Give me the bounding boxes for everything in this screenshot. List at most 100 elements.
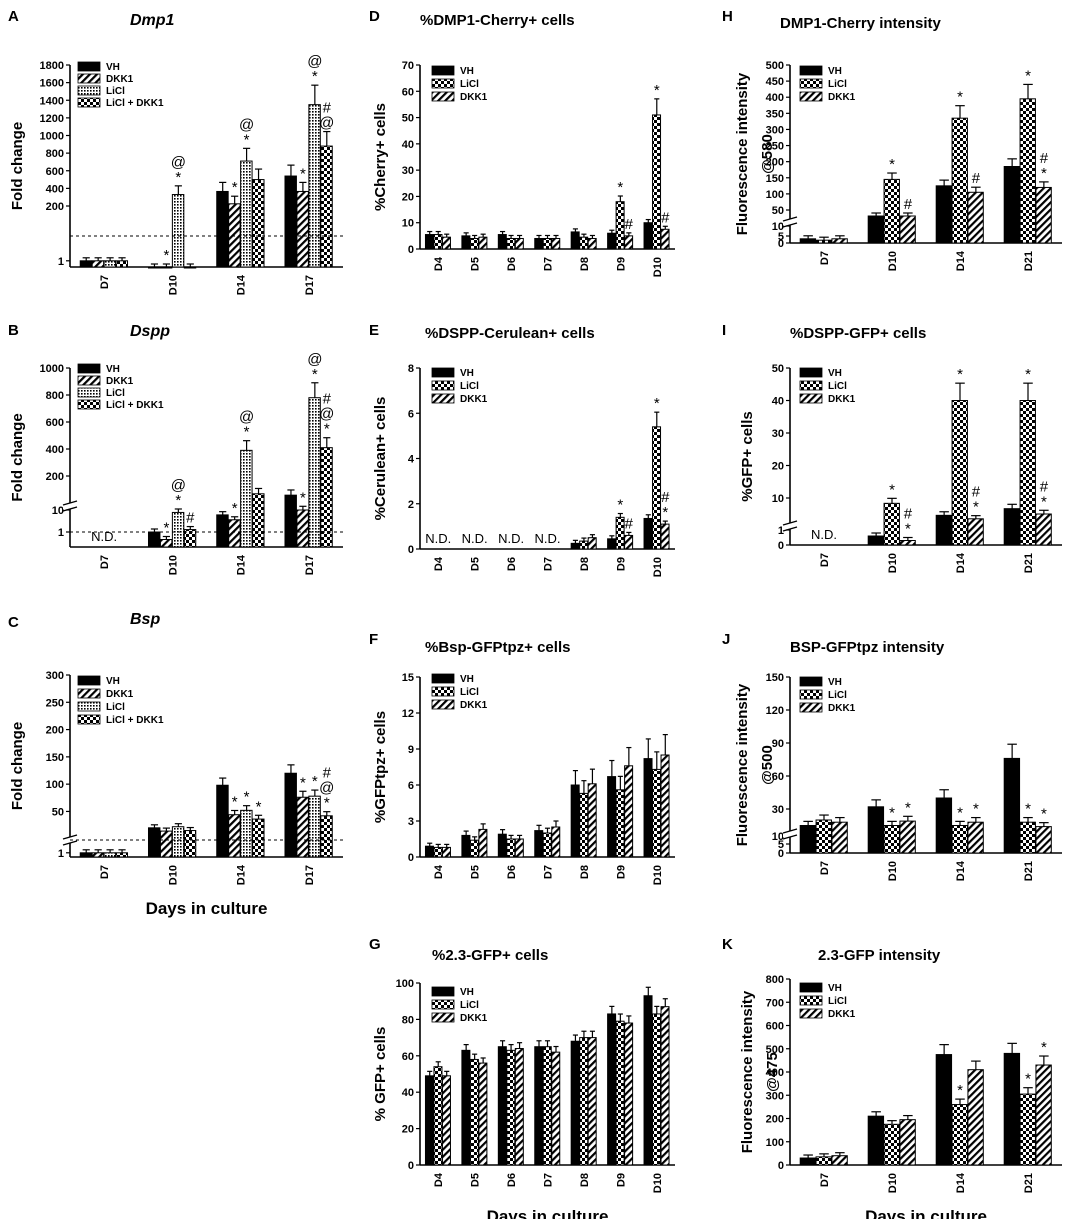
legend-label: VH [828,66,842,77]
y-tick-label: 0 [408,1160,414,1172]
y-tick-label: 0 [408,544,414,556]
x-tick-label: D6 [506,1173,518,1187]
y-tick-label: 600 [46,166,64,178]
y-tick-label: 120 [766,705,784,717]
x-tick-label: D10 [652,1173,664,1193]
bar [478,1062,488,1166]
significance-mark: * [654,82,660,99]
x-tick-label: D10 [652,257,664,277]
chart-title: %DMP1-Cherry+ cells [420,12,575,29]
bar [867,1115,885,1166]
y-tick-label: 150 [766,672,784,684]
bar [433,234,443,250]
y-tick-label: 10 [772,831,784,843]
legend-label: LiCl + DKK1 [106,400,164,411]
legend-swatch [799,676,823,687]
chart-title: %2.3-GFP+ cells [432,947,548,964]
x-tick-label: D4 [433,864,445,879]
x-tick-label: D9 [615,865,627,879]
bar [570,1040,580,1166]
legend-swatch [799,91,823,102]
bar [570,231,580,250]
legend-swatch [799,982,823,993]
significance-mark: @ [239,116,254,133]
bar [240,160,253,268]
y-tick-label: 200 [46,725,64,737]
bar [1035,1064,1052,1166]
y-tick-label: 40 [402,1087,414,1099]
x-tick-label: D4 [433,1172,445,1187]
bar [284,494,297,548]
significance-mark: * [889,156,895,173]
bar [643,995,653,1166]
y-tick-label: 450 [766,76,784,88]
bar [441,1075,451,1166]
bar [660,228,670,250]
bar [320,145,333,268]
y-axis-label-unit: @500 [759,745,776,785]
y-tick-label: 0 [778,540,784,552]
y-axis-label: Fold change [9,722,26,810]
y-axis-label: Fluorescence intensity [734,72,751,235]
panel-label-i: I [722,322,726,339]
x-tick-label: D7 [819,861,831,875]
x-tick-label: D10 [887,553,899,573]
panel-e: E %DSPP-Cerulean+ cells %Cerulean+ cells 0 2… [369,322,675,577]
legend-swatch [77,73,101,84]
bar [514,1048,524,1166]
chart-title: DMP1-Cherry intensity [780,15,942,32]
legend-swatch [799,689,823,700]
x-tick-label: D5 [470,1173,482,1187]
legend-label: LiCl + DKK1 [106,715,164,726]
bar [79,852,93,858]
legend-swatch [799,367,823,378]
x-tick-label: D21 [1023,1173,1035,1193]
x-tick-label: D17 [304,865,316,885]
significance-mark: * [617,497,623,514]
bar [607,1013,617,1166]
significance-mark: * [889,481,895,498]
bar [320,815,333,858]
y-tick-label: 500 [766,60,784,72]
significance-mark: * [973,499,979,516]
bar [103,260,117,268]
legend-label: LiCl [828,79,847,90]
y-tick-label: 1600 [40,78,64,90]
bar [296,509,309,548]
significance-mark: * [300,165,306,182]
legend-swatch [77,375,101,386]
y-tick-label: 1200 [40,113,64,125]
significance-mark: # [625,216,634,233]
legend-swatch [799,702,823,713]
y-tick-label: 400 [46,183,64,195]
legend-label: LiCl [828,381,847,392]
bar [570,784,580,858]
x-tick-label: D6 [506,257,518,271]
y-tick-label: 0 [408,852,414,864]
y-tick-label: 800 [46,390,64,402]
chart-title: Dmp1 [130,12,175,29]
legend-swatch [799,1008,823,1019]
panel-h: H DMP1-Cherry intensity Fluorescence inten… [722,8,1062,271]
bar [1019,821,1036,854]
bar [652,114,662,250]
significance-mark: * [973,801,979,818]
y-axis-label: Fluorescence intensity [739,990,756,1153]
x-tick-label: D21 [1023,553,1035,573]
bar [542,832,552,858]
bar [652,768,662,858]
bar [607,776,617,858]
bar [615,201,625,250]
legend-label: LiCl [460,381,479,392]
y-axis-label: % GFP+ cells [372,1027,389,1122]
legend-swatch [799,78,823,89]
x-tick-label: D7 [543,865,555,879]
y-tick-label: 600 [766,1021,784,1033]
bar [883,178,900,244]
legend-label: LiCl [828,690,847,701]
legend-swatch [77,399,101,410]
bar [147,827,161,858]
bar [951,825,968,854]
